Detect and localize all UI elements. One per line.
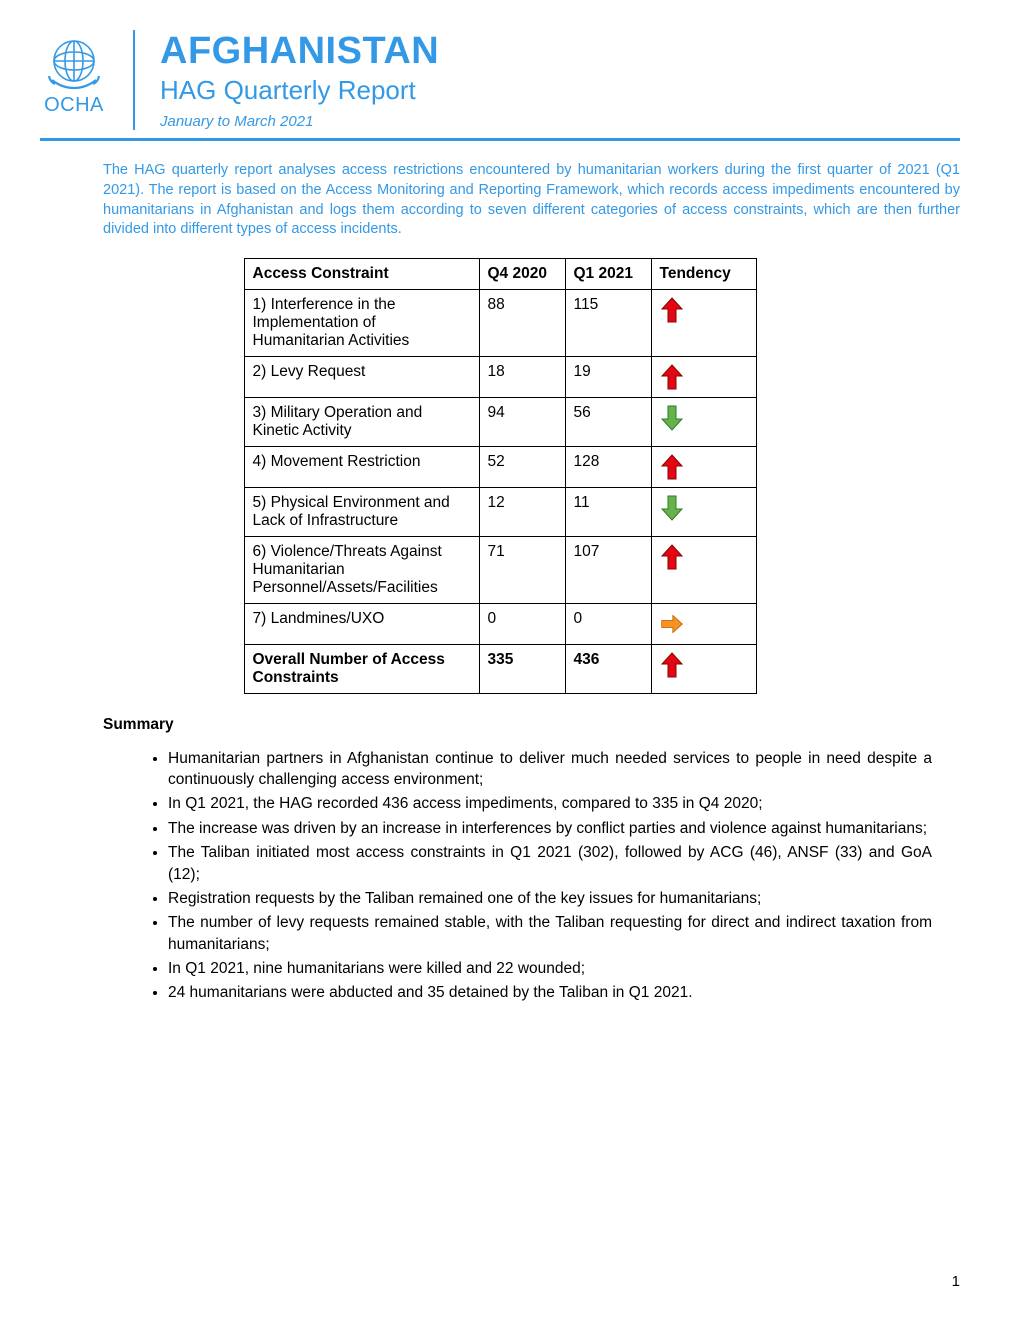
page-subtitle: HAG Quarterly Report: [160, 74, 439, 108]
page: OCHA AFGHANISTAN HAG Quarterly Report Ja…: [0, 0, 1020, 1320]
org-label: OCHA: [44, 94, 104, 117]
cell-constraint: 1) Interference in the Implementation of…: [244, 289, 479, 356]
table-wrap: Access Constraint Q4 2020 Q1 2021 Tenden…: [40, 258, 960, 694]
cell-q1: 11: [565, 487, 651, 536]
arrow-up-icon: [660, 656, 684, 673]
table-total-row: Overall Number of Access Constraints 335…: [244, 644, 756, 693]
arrow-up-icon: [660, 458, 684, 475]
table-row: 3) Military Operation and Kinetic Activi…: [244, 397, 756, 446]
cell-q4: 88: [479, 289, 565, 356]
cell-constraint: 4) Movement Restriction: [244, 446, 479, 487]
table-row: 2) Levy Request 18 19: [244, 356, 756, 397]
cell-constraint: 7) Landmines/UXO: [244, 603, 479, 644]
cell-tendency: [651, 603, 756, 644]
cell-q1: 19: [565, 356, 651, 397]
cell-total-label: Overall Number of Access Constraints: [244, 644, 479, 693]
cell-q4: 18: [479, 356, 565, 397]
cell-tendency: [651, 487, 756, 536]
table-row: 6) Violence/Threats Against Humanitarian…: [244, 536, 756, 603]
cell-q1: 115: [565, 289, 651, 356]
col-header-constraint: Access Constraint: [244, 258, 479, 289]
col-header-q4: Q4 2020: [479, 258, 565, 289]
cell-q1: 56: [565, 397, 651, 446]
cell-tendency: [651, 536, 756, 603]
summary-bullet: Humanitarian partners in Afghanistan con…: [168, 748, 932, 791]
cell-q4: 52: [479, 446, 565, 487]
summary-bullet: 24 humanitarians were abducted and 35 de…: [168, 982, 932, 1003]
arrow-down-icon: [660, 499, 684, 516]
cell-q1: 0: [565, 603, 651, 644]
summary-bullet: In Q1 2021, the HAG recorded 436 access …: [168, 793, 932, 814]
cell-tendency: [651, 446, 756, 487]
cell-tendency: [651, 289, 756, 356]
arrow-side-icon: [660, 615, 684, 632]
vertical-divider: [133, 30, 135, 130]
cell-q4: 71: [479, 536, 565, 603]
summary-bullet: The increase was driven by an increase i…: [168, 818, 932, 839]
arrow-up-icon: [660, 368, 684, 385]
table-row: 7) Landmines/UXO 0 0: [244, 603, 756, 644]
cell-tendency: [651, 397, 756, 446]
table-row: 5) Physical Environment and Lack of Infr…: [244, 487, 756, 536]
table-row: 1) Interference in the Implementation of…: [244, 289, 756, 356]
header-rule: [40, 138, 960, 141]
summary-bullet: The Taliban initiated most access constr…: [168, 842, 932, 885]
cell-constraint: 2) Levy Request: [244, 356, 479, 397]
col-header-tendency: Tendency: [651, 258, 756, 289]
cell-q4: 12: [479, 487, 565, 536]
date-range: January to March 2021: [160, 113, 439, 130]
cell-q4: 94: [479, 397, 565, 446]
cell-constraint: 5) Physical Environment and Lack of Infr…: [244, 487, 479, 536]
cell-q4: 0: [479, 603, 565, 644]
cell-constraint: 3) Military Operation and Kinetic Activi…: [244, 397, 479, 446]
header: OCHA AFGHANISTAN HAG Quarterly Report Ja…: [40, 30, 960, 130]
cell-total-q4: 335: [479, 644, 565, 693]
cell-total-tendency: [651, 644, 756, 693]
summary-bullet: Registration requests by the Taliban rem…: [168, 888, 932, 909]
cell-constraint: 6) Violence/Threats Against Humanitarian…: [244, 536, 479, 603]
cell-tendency: [651, 356, 756, 397]
page-title: AFGHANISTAN: [160, 30, 439, 74]
cell-total-q1: 436: [565, 644, 651, 693]
logo-block: OCHA: [40, 30, 108, 117]
arrow-up-icon: [660, 301, 684, 318]
summary-bullet: In Q1 2021, nine humanitarians were kill…: [168, 958, 932, 979]
summary-heading: Summary: [103, 716, 960, 734]
page-number: 1: [952, 1273, 960, 1290]
summary-bullet: The number of levy requests remained sta…: [168, 912, 932, 955]
table-header-row: Access Constraint Q4 2020 Q1 2021 Tenden…: [244, 258, 756, 289]
arrow-down-icon: [660, 409, 684, 426]
col-header-q1: Q1 2021: [565, 258, 651, 289]
table-row: 4) Movement Restriction 52 128: [244, 446, 756, 487]
un-globe-icon: [40, 32, 108, 90]
cell-q1: 107: [565, 536, 651, 603]
title-block: AFGHANISTAN HAG Quarterly Report January…: [160, 30, 439, 130]
intro-paragraph: The HAG quarterly report analyses access…: [103, 161, 960, 239]
constraints-table: Access Constraint Q4 2020 Q1 2021 Tenden…: [244, 258, 757, 694]
arrow-up-icon: [660, 548, 684, 565]
cell-q1: 128: [565, 446, 651, 487]
summary-list: Humanitarian partners in Afghanistan con…: [140, 748, 960, 1004]
